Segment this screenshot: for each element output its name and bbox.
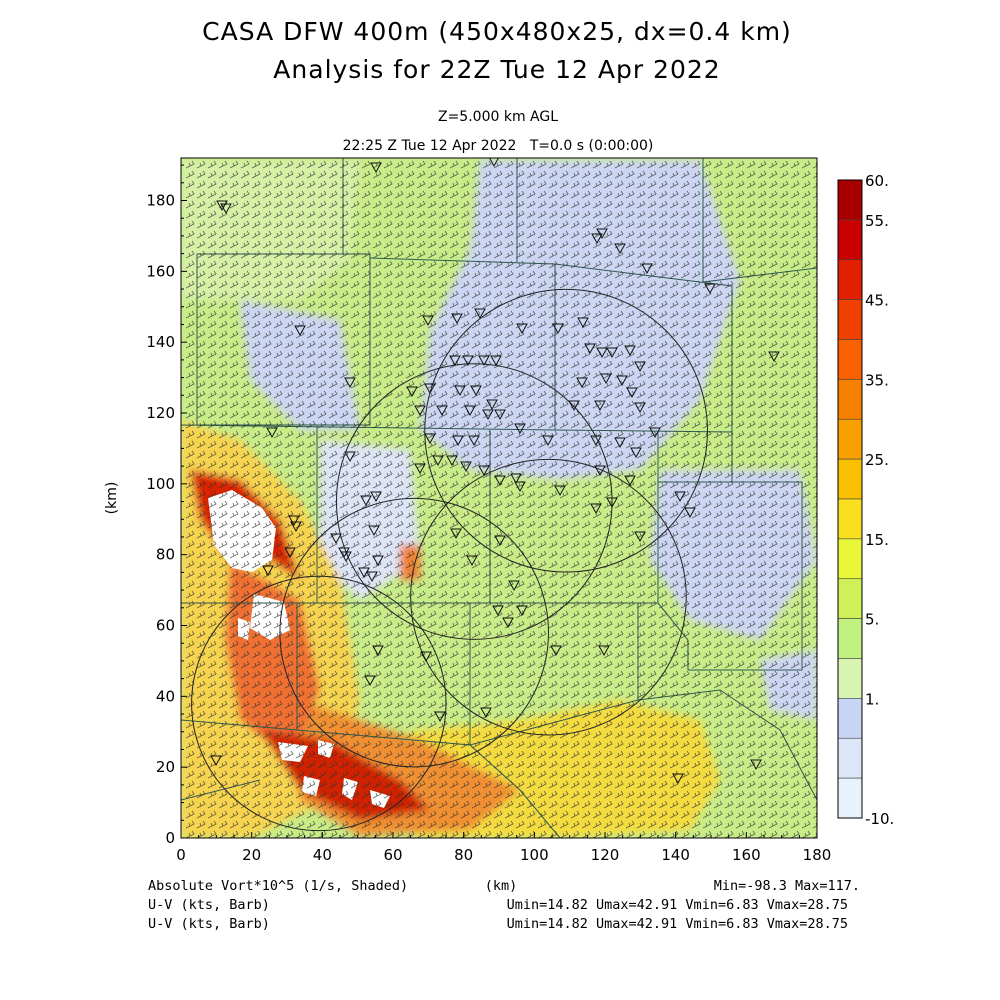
- colorbar-label: -10.: [865, 810, 894, 828]
- county-boundaries: [181, 158, 817, 838]
- colorbar-label: 25.: [865, 451, 889, 469]
- shade-region-orange-2: [225, 560, 320, 760]
- field-stats: Min=-98.3 Max=117.: [714, 878, 860, 894]
- vector-stats-2: Umin=14.82 Umax=42.91 Vmin=6.83 Vmax=28.…: [507, 916, 848, 932]
- x-tick-label: 140: [661, 846, 690, 864]
- time-label: 22:25 Z Tue 12 Apr 2022 T=0.0 s (0:00:00…: [343, 138, 654, 154]
- wind-barb-field: [185, 160, 817, 838]
- shade-region-orange-patch: [400, 545, 420, 580]
- colorbar-swatch: [837, 418, 863, 460]
- colorbar-frame: [837, 179, 863, 819]
- colorbar-swatch: [837, 777, 863, 819]
- y-tick-label: 20: [156, 758, 175, 776]
- colorbar-label: 55.: [865, 212, 889, 230]
- y-tick-label: 160: [146, 262, 175, 280]
- chart-subtitle: Analysis for 22Z Tue 12 Apr 2022: [273, 55, 720, 84]
- saturated-region-3: [278, 742, 308, 762]
- radar-ring: [424, 288, 708, 573]
- radar-range-rings: [191, 288, 708, 832]
- y-tick-label: 60: [156, 617, 175, 635]
- radar-ring: [410, 458, 687, 736]
- colorbar-swatch: [837, 339, 863, 380]
- y-tick-label: 180: [146, 192, 175, 210]
- shade-region-lavender-2: [650, 470, 817, 640]
- vector-stats-1: Umin=14.82 Umax=42.91 Vmin=6.83 Vmax=28.…: [507, 897, 848, 913]
- shade-region-lavender: [420, 160, 740, 480]
- x-tick-label: 80: [454, 846, 473, 864]
- y-tick-label: 80: [156, 546, 175, 564]
- y-tick-label: 120: [146, 404, 175, 422]
- radar-ring: [279, 497, 549, 768]
- x-tick-label: 100: [520, 846, 549, 864]
- chart-title: CASA DFW 400m (450x480x25, dx=0.4 km): [202, 17, 792, 46]
- saturated-region-8: [238, 618, 250, 640]
- y-tick-label: 0: [165, 829, 175, 847]
- vector-label-1: U-V (kts, Barb): [148, 897, 270, 913]
- colorbar-label: 15.: [865, 531, 889, 549]
- x-tick-label: 20: [242, 846, 261, 864]
- colorbar-swatch: [837, 379, 863, 420]
- station-marker-set: [210, 158, 780, 785]
- x-axis: 0 20 40 60 80 100 120 140 160 180: [176, 832, 831, 864]
- x-tick-label: 60: [383, 846, 402, 864]
- colorbar-label: 45.: [865, 292, 889, 310]
- x-tick-label: 120: [591, 846, 620, 864]
- saturated-region-7: [370, 790, 390, 808]
- radar-ring: [335, 363, 613, 640]
- colorbar-label: 5.: [865, 611, 879, 629]
- colorbar-swatch: [837, 458, 863, 500]
- colorbar-label: 1.: [865, 690, 879, 708]
- field-label: Absolute Vort*10^5 (1/s, Shaded): [148, 878, 408, 894]
- colorbar-swatch: [837, 618, 863, 659]
- plot-area: [181, 158, 817, 838]
- colorbar-swatch: [837, 179, 863, 221]
- colorbar-swatch: [837, 737, 863, 779]
- colorbar-label: 60.: [865, 172, 889, 190]
- wind-barbs: [185, 160, 817, 838]
- colorbar-swatch: [837, 578, 863, 619]
- radar-ring: [191, 575, 447, 832]
- y-axis-label: (km): [104, 482, 120, 515]
- colorbar-swatch: [837, 698, 863, 739]
- station-markers: [210, 158, 780, 785]
- level-label: Z=5.000 km AGL: [438, 109, 558, 125]
- colorbar-swatch: [837, 498, 863, 540]
- saturated-region-4: [318, 740, 334, 758]
- vector-label-2: U-V (kts, Barb): [148, 916, 270, 932]
- y-tick-label: 140: [146, 333, 175, 351]
- x-tick-label: 180: [803, 846, 832, 864]
- x-axis-label: (km): [485, 878, 518, 894]
- colorbar-swatch: [837, 219, 863, 261]
- x-tick-label: 160: [732, 846, 761, 864]
- y-tick-label: 100: [146, 475, 175, 493]
- colorbar: 60. 55. 45. 35. 25. 15. 5. 1. -10.: [837, 172, 894, 828]
- y-tick-label: 40: [156, 687, 175, 705]
- colorbar-swatch: [837, 658, 863, 699]
- colorbar-swatch: [837, 299, 863, 340]
- x-tick-label: 0: [176, 846, 186, 864]
- colorbar-swatch: [837, 538, 863, 580]
- colorbar-label: 35.: [865, 371, 889, 389]
- x-tick-label: 40: [313, 846, 332, 864]
- y-axis: 0 20 40 60 80 100 120 140 160 180: [146, 164, 187, 847]
- colorbar-swatch: [837, 259, 863, 300]
